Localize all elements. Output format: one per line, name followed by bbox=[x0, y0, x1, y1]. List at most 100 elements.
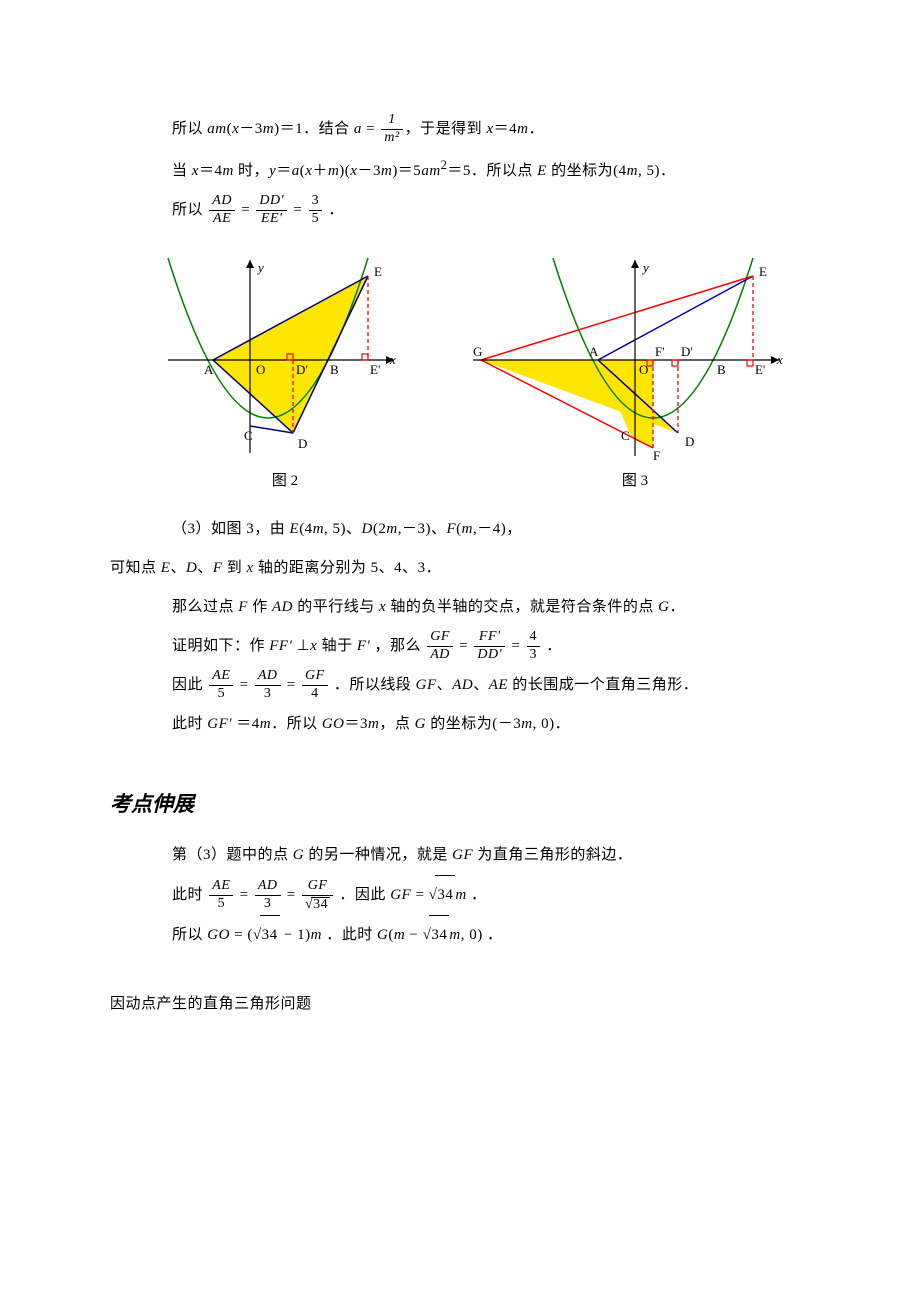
text: ． bbox=[528, 121, 544, 137]
math-var: m bbox=[313, 521, 324, 537]
text: ，那么 bbox=[370, 638, 425, 654]
math-var: x bbox=[486, 121, 493, 137]
svg-text:D: D bbox=[298, 436, 307, 451]
text: 轴的距离分别为 5、4、3． bbox=[254, 560, 442, 576]
fraction: 35 bbox=[309, 194, 323, 226]
text: , 0)． bbox=[533, 716, 571, 732]
text: 、 bbox=[197, 560, 213, 576]
figure-3-caption: 图 3 bbox=[505, 469, 765, 490]
text: ． bbox=[670, 599, 686, 615]
sqrt: √34 bbox=[423, 915, 450, 955]
text: 作 bbox=[248, 599, 272, 615]
paragraph: 当 x＝4m 时，y＝a(x＋m)(x－3m)＝5am2＝5．所以点 E 的坐标… bbox=[110, 149, 810, 191]
math-var: D bbox=[186, 560, 197, 576]
text: 的坐标为(－3 bbox=[426, 716, 521, 732]
math-var: m bbox=[381, 163, 392, 179]
fraction: ADAE bbox=[209, 194, 235, 226]
fraction: GF√34 bbox=[302, 879, 333, 912]
math-var: FF' bbox=[269, 638, 292, 654]
paragraph: （3）如图 3，由 E(4m, 5)、D(2m,－3)、F(m,－4)， bbox=[110, 510, 810, 549]
math-var: F' bbox=[357, 638, 370, 654]
text: ＝5．所以点 bbox=[447, 163, 537, 179]
text: 那么过点 bbox=[172, 599, 238, 615]
text: )＝5 bbox=[392, 163, 421, 179]
text: 所以 bbox=[172, 927, 207, 943]
math-var: m bbox=[263, 121, 274, 137]
math-var: am bbox=[421, 163, 440, 179]
math-var: m bbox=[222, 163, 233, 179]
text: ，点 bbox=[379, 716, 414, 732]
text: ＝3 bbox=[345, 716, 369, 732]
math-var: G bbox=[377, 927, 388, 943]
text: ．所以线段 bbox=[334, 677, 416, 693]
fraction: GFAD bbox=[427, 630, 453, 662]
text: ＋ bbox=[312, 163, 328, 179]
math-var: GF bbox=[452, 847, 473, 863]
text: ，于是得到 bbox=[405, 121, 487, 137]
text under: ． bbox=[487, 927, 503, 943]
text: (2 bbox=[373, 521, 387, 537]
fraction: AE5 bbox=[209, 879, 233, 911]
sqrt: √34 bbox=[253, 915, 280, 955]
svg-text:x: x bbox=[776, 352, 783, 367]
svg-text:A: A bbox=[589, 344, 599, 359]
math-var: m bbox=[368, 716, 379, 732]
paragraph: 那么过点 F 作 AD 的平行线与 x 轴的负半轴的交点，就是符合条件的点 G． bbox=[110, 588, 810, 627]
text: ＝ bbox=[276, 163, 292, 179]
math-var: m bbox=[449, 927, 460, 943]
text: ,－4)， bbox=[473, 521, 522, 537]
text: ． bbox=[546, 638, 562, 654]
math-var: m bbox=[455, 887, 466, 903]
sqrt: √34 bbox=[429, 875, 456, 915]
math-var: AD bbox=[452, 677, 473, 693]
text: ,－3)、 bbox=[398, 521, 447, 537]
eq: = bbox=[362, 121, 379, 137]
text: 为直角三角形的斜边． bbox=[473, 847, 632, 863]
math-var: AE bbox=[489, 677, 508, 693]
paragraph: 所以 am(x－3m)＝1．结合 a = 1m²，于是得到 x＝4m． bbox=[110, 110, 810, 149]
svg-text:D: D bbox=[685, 434, 694, 449]
text: 所以 bbox=[172, 202, 207, 218]
math-var: m bbox=[311, 927, 322, 943]
paragraph: 可知点 E、D、F 到 x 轴的距离分别为 5、4、3． bbox=[110, 549, 810, 588]
math-var: m bbox=[521, 716, 532, 732]
math-var: m bbox=[260, 716, 271, 732]
math-var: G bbox=[415, 716, 426, 732]
math-var: GF' bbox=[207, 716, 232, 732]
math-var: m bbox=[386, 521, 397, 537]
svg-text:A: A bbox=[204, 362, 214, 377]
paragraph: 第（3）题中的点 G 的另一种情况，就是 GF 为直角三角形的斜边． bbox=[110, 836, 810, 875]
text: (4 bbox=[299, 521, 313, 537]
svg-text:B: B bbox=[330, 362, 339, 377]
text: , 5)． bbox=[638, 163, 676, 179]
svg-text:x: x bbox=[389, 352, 396, 367]
paragraph: 因动点产生的直角三角形问题 bbox=[110, 985, 810, 1024]
text: 到 bbox=[222, 560, 246, 576]
svg-text:O: O bbox=[639, 362, 648, 377]
text: －3 bbox=[239, 121, 263, 137]
text: ＝4 bbox=[199, 163, 223, 179]
text: ．因此 bbox=[339, 887, 390, 903]
text: ． bbox=[328, 202, 344, 218]
paragraph: 因此 AE5 = AD3 = GF4 ．所以线段 GF、AD、AE 的长围成一个… bbox=[110, 666, 810, 705]
text: 可知点 bbox=[110, 560, 161, 576]
text: 的坐标为(4 bbox=[547, 163, 627, 179]
paragraph: 证明如下：作 FF' ⊥x 轴于 F' ，那么 GFAD = FF'DD' = … bbox=[110, 627, 810, 666]
text: )＝1．结合 bbox=[274, 121, 354, 137]
text: ＝4 bbox=[232, 716, 260, 732]
text: 轴的负半轴的交点，就是符合条件的点 bbox=[386, 599, 658, 615]
text: 此时 bbox=[172, 887, 207, 903]
document-page: 所以 am(x－3m)＝1．结合 a = 1m²，于是得到 x＝4m． 当 x＝… bbox=[0, 0, 920, 1302]
math-var: G bbox=[293, 847, 304, 863]
text: , 5)、 bbox=[324, 521, 362, 537]
svg-text:E': E' bbox=[370, 362, 380, 377]
math-var: GO bbox=[207, 927, 230, 943]
text: ．所以 bbox=[271, 716, 322, 732]
text: 轴于 bbox=[317, 638, 357, 654]
svg-text:E': E' bbox=[755, 362, 765, 377]
svg-text:F': F' bbox=[655, 344, 665, 359]
svg-text:C: C bbox=[244, 428, 253, 443]
math-var: m bbox=[627, 163, 638, 179]
paragraph: 此时 AE5 = AD3 = GF√34 ．因此 GF = √34m ． bbox=[110, 875, 810, 915]
svg-text:D': D' bbox=[296, 362, 308, 377]
